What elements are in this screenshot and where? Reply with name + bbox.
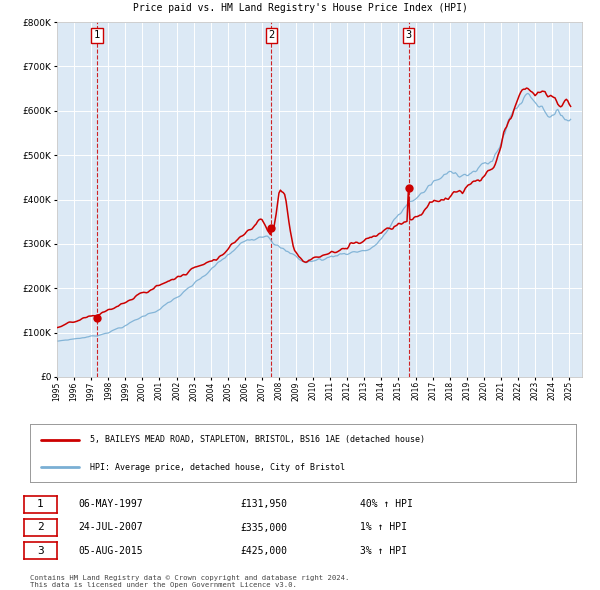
Text: 3: 3 [406,30,412,40]
Text: HPI: Average price, detached house, City of Bristol: HPI: Average price, detached house, City… [90,463,345,472]
Text: 24-JUL-2007: 24-JUL-2007 [78,523,143,533]
Text: 1: 1 [37,500,44,510]
Text: 1% ↑ HPI: 1% ↑ HPI [360,523,407,533]
Text: 3: 3 [37,546,44,556]
Text: Contains HM Land Registry data © Crown copyright and database right 2024.
This d: Contains HM Land Registry data © Crown c… [30,575,349,588]
Text: 05-AUG-2015: 05-AUG-2015 [78,546,143,556]
Text: 5, BAILEYS MEAD ROAD, STAPLETON, BRISTOL, BS16 1AE (detached house): 5, BAILEYS MEAD ROAD, STAPLETON, BRISTOL… [90,435,425,444]
Text: 3% ↑ HPI: 3% ↑ HPI [360,546,407,556]
Text: 2: 2 [268,30,275,40]
Text: 1: 1 [94,30,100,40]
Text: 2: 2 [37,523,44,533]
Text: Price paid vs. HM Land Registry's House Price Index (HPI): Price paid vs. HM Land Registry's House … [133,3,467,13]
Text: £425,000: £425,000 [240,546,287,556]
Text: 06-MAY-1997: 06-MAY-1997 [78,500,143,510]
Text: £335,000: £335,000 [240,523,287,533]
Text: £131,950: £131,950 [240,500,287,510]
Text: 40% ↑ HPI: 40% ↑ HPI [360,500,413,510]
